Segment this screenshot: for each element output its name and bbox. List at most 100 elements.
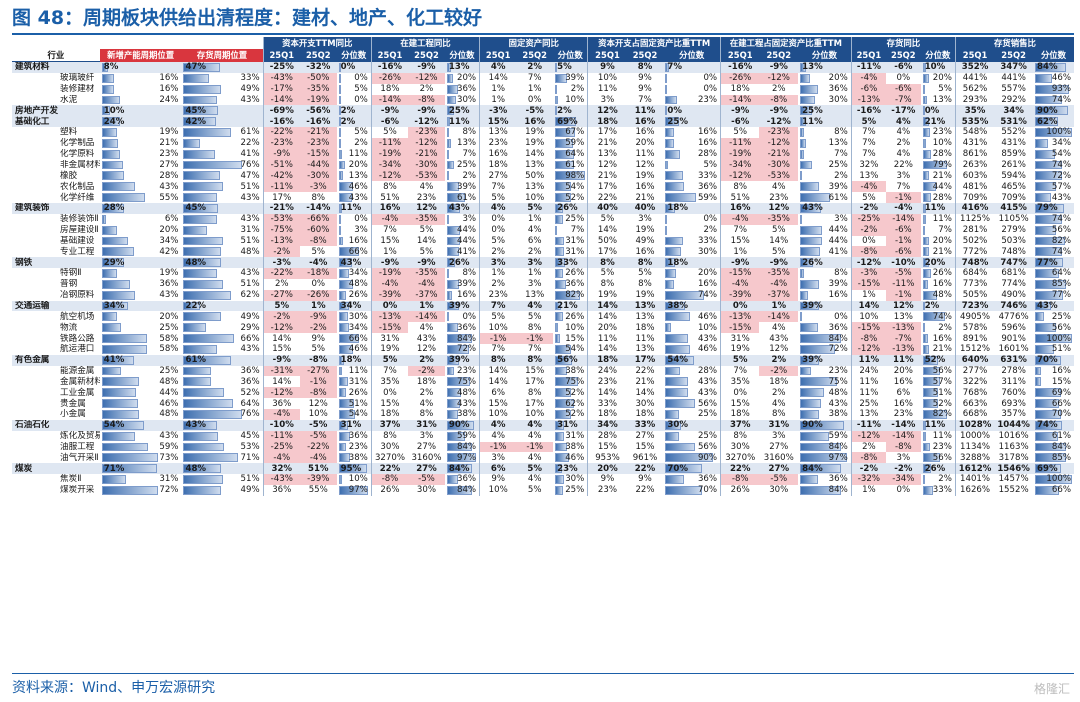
percentile-cell: 74% xyxy=(663,290,720,301)
value-cell: -2% xyxy=(262,246,300,258)
percentile-bar xyxy=(446,258,455,268)
percentile-bar xyxy=(101,258,125,268)
value-cell: 4% xyxy=(527,431,542,442)
percentile-cell: 11% xyxy=(336,202,372,214)
header-inventory-position: 存货周期位置 xyxy=(181,49,264,62)
percentile-bar xyxy=(338,377,348,387)
percentile-cell: 43% xyxy=(181,419,264,431)
percentile-bar xyxy=(1035,334,1072,343)
value-cell: 7% xyxy=(479,343,517,355)
percentile-bar xyxy=(183,485,222,495)
percentile-bar xyxy=(101,182,136,192)
percentile-cell: 51% xyxy=(181,474,263,485)
percentile-value: 39% xyxy=(448,300,470,311)
percentile-cell: 11% xyxy=(798,116,852,128)
percentile-bar xyxy=(101,214,107,224)
value-cell: -53% xyxy=(408,170,445,182)
percentile-cell: 2% xyxy=(337,138,372,149)
value-cell: -30% xyxy=(299,170,337,182)
percentile-cell: 30% xyxy=(663,246,720,257)
percentile-bar xyxy=(665,258,675,268)
percentile-bar xyxy=(800,312,803,322)
percentile-value: 39% xyxy=(802,300,823,311)
value-cell: 17% xyxy=(262,192,300,203)
value-cell: 37% xyxy=(720,419,760,431)
percentile-value: 62% xyxy=(1037,116,1058,127)
value-cell: -11% xyxy=(850,419,886,431)
value-cell: 27% xyxy=(408,463,445,475)
percentile-bar xyxy=(1035,269,1059,278)
percentile-bar xyxy=(183,377,212,387)
value-cell: 11% xyxy=(587,83,627,95)
percentile-value: 75% xyxy=(565,376,585,387)
industry-name: 炼化及贸易 xyxy=(60,431,100,442)
percentile-bar xyxy=(922,225,925,235)
value-cell: -1% xyxy=(885,235,921,247)
percentile-value: 74% xyxy=(1051,246,1071,257)
value-cell: -39% xyxy=(299,474,337,485)
percentile-bar xyxy=(555,431,565,441)
percentile-cell: 46% xyxy=(100,398,182,409)
percentile-cell: 28% xyxy=(99,202,182,214)
percentile-cell: 28% xyxy=(100,170,182,181)
percentile-cell: 74% xyxy=(1033,95,1074,106)
industry-sub-row: 工业金属 44% 52% -12% -8% 26% 0% 2% 48% 6% 8% 52% 14% 14%… xyxy=(12,387,1074,399)
percentile-value: 38% xyxy=(456,409,477,420)
value-cell: 7% xyxy=(370,365,409,377)
value-cell: 490% xyxy=(1001,290,1026,301)
percentile-cell: 31% xyxy=(553,246,588,257)
percentile-bar xyxy=(1035,236,1066,246)
percentile-cell: 16% xyxy=(921,333,956,344)
percentile-cell: 31% xyxy=(181,225,263,236)
percentile-cell: 44% xyxy=(798,225,851,236)
percentile-bar xyxy=(922,485,933,495)
percentile-value: 44% xyxy=(828,235,848,246)
industry-name: 焦炭Ⅱ xyxy=(60,474,82,485)
percentile-bar xyxy=(922,149,932,159)
header-sub: 分位数 xyxy=(336,49,372,62)
value-cell: -16% xyxy=(299,116,337,128)
percentile-bar xyxy=(922,73,929,83)
value-cell: 293% xyxy=(954,94,995,106)
value-cell: -4% xyxy=(885,202,921,214)
value-cell: 8% xyxy=(419,409,434,420)
percentile-cell: 7% xyxy=(663,61,721,73)
value-cell: -17% xyxy=(262,83,300,95)
value-cell: 416% xyxy=(954,202,995,214)
percentile-bar xyxy=(922,344,930,354)
value-cell: 3% xyxy=(516,257,554,269)
percentile-cell: 48% xyxy=(181,246,263,257)
percentile-value: 20% xyxy=(932,73,952,84)
value-cell: -37% xyxy=(408,289,445,301)
percentile-value: 66% xyxy=(348,246,368,257)
percentile-value: 16% xyxy=(159,73,179,84)
value-cell: 20% xyxy=(893,366,913,377)
value-cell: -14% xyxy=(720,94,760,106)
value-cell: -12% xyxy=(408,116,445,128)
value-cell: -11% xyxy=(262,181,300,193)
percentile-value: 10% xyxy=(348,474,368,485)
percentile-bar xyxy=(1035,485,1060,495)
percentile-value: 51% xyxy=(1051,344,1071,355)
percentile-bar xyxy=(338,279,354,289)
percentile-cell: 0% xyxy=(663,105,721,117)
industry-name: 钢铁 xyxy=(12,257,100,269)
percentile-cell: 43% xyxy=(181,344,263,355)
percentile-cell: 55% xyxy=(100,192,182,203)
percentile-cell: 13% xyxy=(921,95,956,106)
value-cell: 5% xyxy=(527,311,542,322)
percentile-cell: 23% xyxy=(921,127,956,138)
value-cell: -12% xyxy=(759,137,799,149)
percentile-cell: 54% xyxy=(663,354,721,366)
value-cell: -23% xyxy=(262,137,300,149)
value-cell: 22% xyxy=(626,463,664,475)
percentile-value: 58% xyxy=(159,333,179,344)
value-cell: 748% xyxy=(1001,246,1026,257)
value-cell: 40% xyxy=(587,202,627,214)
percentile-bar xyxy=(101,442,148,452)
industry-name: 化学原料 xyxy=(60,149,95,160)
percentile-bar xyxy=(1035,290,1064,300)
percentile-bar xyxy=(800,323,818,333)
percentile-cell: 54% xyxy=(1033,149,1074,160)
percentile-bar xyxy=(101,290,136,300)
